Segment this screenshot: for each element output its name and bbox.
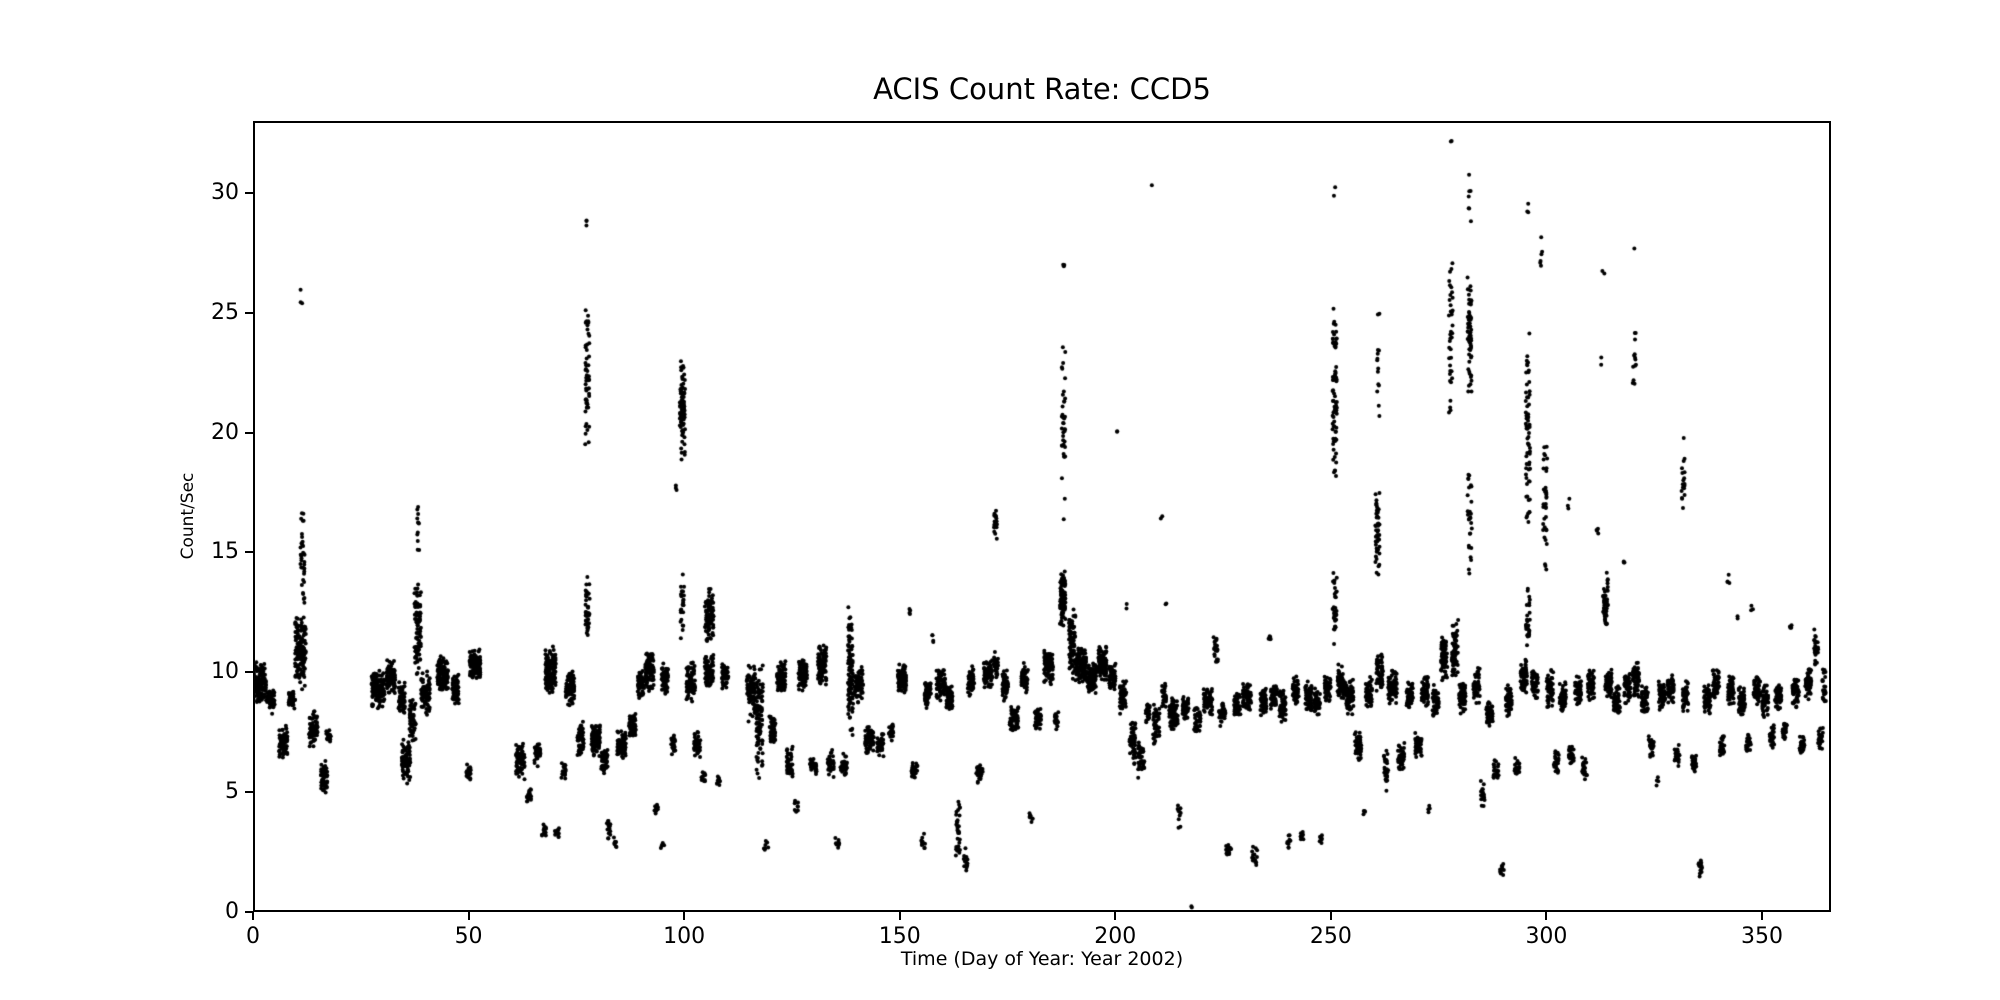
y-tick-mark	[245, 791, 253, 794]
x-tick-mark	[1545, 912, 1548, 920]
x-tick-label: 0	[246, 924, 260, 949]
x-tick-mark	[252, 912, 254, 920]
x-tick-mark	[467, 912, 470, 920]
y-tick-mark	[245, 431, 253, 434]
x-tick-label: 200	[1094, 924, 1137, 949]
y-tick-mark	[245, 911, 253, 913]
y-tick-label: 30	[211, 179, 239, 205]
scatter-points-canvas	[253, 121, 1831, 912]
x-tick-mark	[1761, 912, 1764, 920]
y-axis-label: Count/Sec	[178, 472, 198, 560]
x-tick-mark	[1329, 912, 1332, 920]
x-tick-label: 50	[454, 924, 483, 949]
x-axis-label: Time (Day of Year: Year 2002)	[900, 948, 1184, 970]
x-tick-label: 350	[1741, 924, 1784, 949]
y-tick-label: 5	[225, 779, 239, 805]
y-tick-label: 0	[225, 899, 239, 924]
y-tick-mark	[245, 671, 253, 674]
x-tick-mark	[683, 912, 686, 920]
chart-title: ACIS Count Rate: CCD5	[873, 72, 1211, 106]
y-tick-mark	[245, 311, 253, 314]
y-tick-label: 15	[211, 539, 239, 565]
x-tick-label: 100	[663, 924, 706, 949]
x-tick-label: 250	[1309, 924, 1352, 949]
y-tick-label: 25	[211, 299, 239, 325]
y-tick-mark	[245, 551, 253, 554]
x-tick-label: 150	[878, 924, 921, 949]
y-tick-label: 20	[211, 419, 239, 445]
x-tick-mark	[1114, 912, 1117, 920]
y-tick-mark	[245, 191, 253, 194]
x-tick-mark	[898, 912, 901, 920]
y-tick-label: 10	[211, 659, 239, 685]
x-tick-label: 300	[1525, 924, 1568, 949]
